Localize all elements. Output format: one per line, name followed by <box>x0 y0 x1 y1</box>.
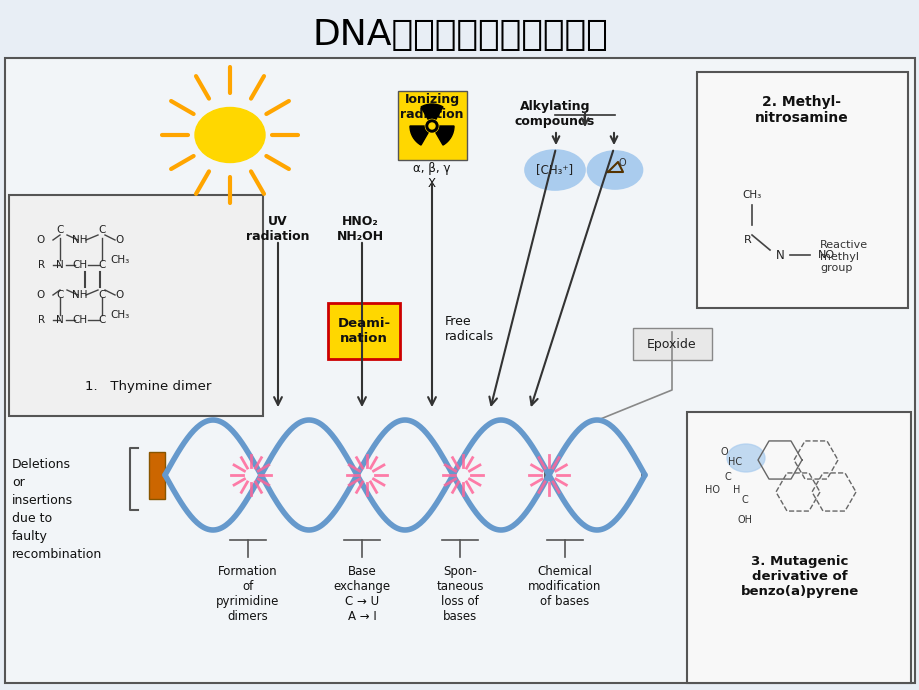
Text: HNO₂
NH₂OH: HNO₂ NH₂OH <box>336 215 383 243</box>
Text: Epoxide: Epoxide <box>646 337 696 351</box>
Text: C: C <box>98 315 106 325</box>
Text: Deletions
or
insertions
due to
faulty
recombination: Deletions or insertions due to faulty re… <box>12 458 102 561</box>
Circle shape <box>425 120 437 132</box>
Text: O: O <box>618 158 625 168</box>
FancyBboxPatch shape <box>149 452 165 499</box>
Text: CH₃: CH₃ <box>742 190 761 200</box>
Text: Formation
of
pyrimidine
dimers: Formation of pyrimidine dimers <box>216 565 279 623</box>
Text: NO: NO <box>817 250 834 260</box>
FancyBboxPatch shape <box>697 72 907 308</box>
Text: 1.   Thymine dimer: 1. Thymine dimer <box>85 380 211 393</box>
Text: HO: HO <box>704 485 720 495</box>
Text: C: C <box>98 225 106 235</box>
Text: R: R <box>38 315 45 325</box>
FancyBboxPatch shape <box>9 195 263 416</box>
Ellipse shape <box>525 150 584 190</box>
FancyBboxPatch shape <box>686 412 910 683</box>
FancyBboxPatch shape <box>398 91 467 160</box>
Wedge shape <box>421 104 443 119</box>
Text: CH₃: CH₃ <box>110 310 130 320</box>
Text: C: C <box>724 472 731 482</box>
Text: CH: CH <box>73 260 87 270</box>
Ellipse shape <box>587 151 641 189</box>
FancyBboxPatch shape <box>328 303 400 359</box>
FancyBboxPatch shape <box>5 58 914 683</box>
Text: N: N <box>56 260 63 270</box>
Ellipse shape <box>726 444 765 472</box>
Wedge shape <box>410 126 427 145</box>
Text: C: C <box>98 260 106 270</box>
Text: Ionizing
radiation: Ionizing radiation <box>400 93 463 121</box>
Text: UV
radiation: UV radiation <box>246 215 310 243</box>
Ellipse shape <box>195 108 265 163</box>
Text: DNA损伤的化学及物理因素: DNA损伤的化学及物理因素 <box>312 18 607 52</box>
Text: Base
exchange
C → U
A → I: Base exchange C → U A → I <box>333 565 391 623</box>
Text: Alkylating
compounds: Alkylating compounds <box>515 100 595 128</box>
Text: H: H <box>732 485 740 495</box>
Text: C: C <box>56 290 63 300</box>
Text: NH: NH <box>73 235 87 245</box>
Text: C: C <box>741 495 747 505</box>
Text: O: O <box>37 235 45 245</box>
Text: R: R <box>743 235 751 245</box>
Text: N: N <box>56 315 63 325</box>
Text: Chemical
modification
of bases: Chemical modification of bases <box>528 565 601 608</box>
Text: CH₃: CH₃ <box>110 255 130 265</box>
Text: C: C <box>56 225 63 235</box>
Text: NH: NH <box>73 290 87 300</box>
Text: O: O <box>116 290 124 300</box>
Text: O: O <box>37 290 45 300</box>
Circle shape <box>428 123 435 129</box>
FancyBboxPatch shape <box>632 328 711 360</box>
Text: 3. Mutagenic
derivative of
benzo(a)pyrene: 3. Mutagenic derivative of benzo(a)pyren… <box>740 555 858 598</box>
Text: N: N <box>775 248 784 262</box>
Text: HC: HC <box>727 457 742 467</box>
Text: O: O <box>116 235 124 245</box>
Text: Deami-
nation: Deami- nation <box>337 317 391 345</box>
Text: 2. Methyl-
nitrosamine: 2. Methyl- nitrosamine <box>754 95 848 125</box>
Text: Spon-
taneous
loss of
bases: Spon- taneous loss of bases <box>436 565 483 623</box>
Wedge shape <box>436 126 453 145</box>
Text: C: C <box>98 290 106 300</box>
Text: [CH₃⁺]: [CH₃⁺] <box>536 164 573 177</box>
Text: OH: OH <box>737 515 752 525</box>
Text: O: O <box>720 447 727 457</box>
Text: α, β, γ
X: α, β, γ X <box>413 162 450 190</box>
Text: CH: CH <box>73 315 87 325</box>
Text: R: R <box>38 260 45 270</box>
Text: Reactive
methyl
group: Reactive methyl group <box>819 240 868 273</box>
Text: Free
radicals: Free radicals <box>445 315 494 343</box>
